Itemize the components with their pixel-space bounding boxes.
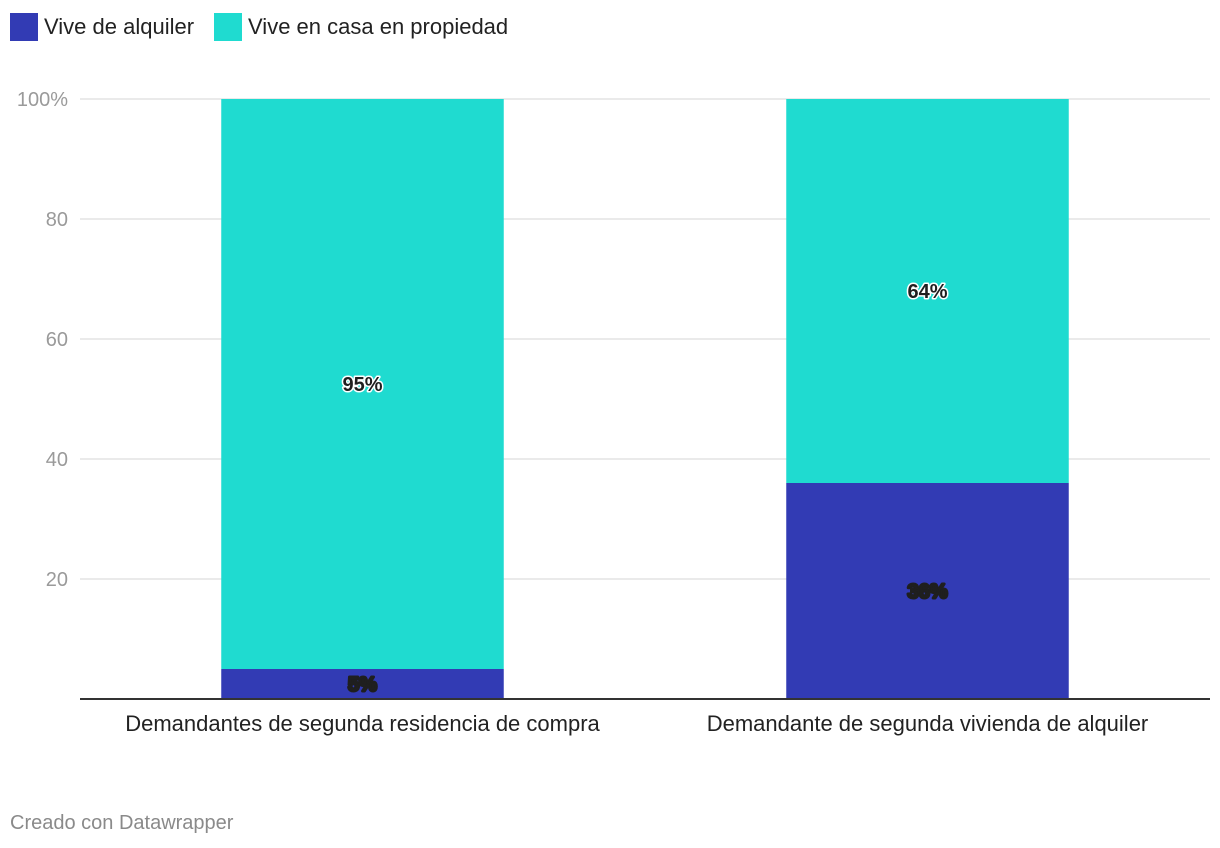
y-tick-label-60: 60 xyxy=(46,329,68,351)
legend-item-own: Vive en casa en propiedad xyxy=(214,13,508,41)
bar-0-1 xyxy=(786,483,1069,699)
category-label-1: Demandante de segunda vivienda de alquil… xyxy=(707,711,1149,736)
legend-label-rent: Vive de alquiler xyxy=(44,14,195,39)
category-label-0: Demandantes de segunda residencia de com… xyxy=(125,711,600,736)
y-tick-label-100: 100% xyxy=(17,89,68,111)
bar-1-1 xyxy=(786,99,1069,483)
data-label-1-1: 64% xyxy=(907,281,947,303)
y-tick-label-40: 40 xyxy=(46,449,68,471)
data-label-0-1: 36% xyxy=(907,581,947,603)
credit-text: Creado con Datawrapper xyxy=(10,812,234,834)
y-tick-label-20: 20 xyxy=(46,569,68,591)
bar-0-0 xyxy=(221,669,504,699)
legend: Vive de alquiler Vive en casa en propied… xyxy=(10,13,528,41)
legend-swatch-own xyxy=(214,13,243,41)
legend-item-rent: Vive de alquiler xyxy=(10,13,194,41)
legend-label-own: Vive en casa en propiedad xyxy=(248,14,509,39)
data-label-0-0: 5% xyxy=(348,674,377,696)
data-label-1-0: 95% xyxy=(342,374,382,396)
stacked-bar-chart: 20 40 60 80 100% 5% 95% Demandantes de segunda … xyxy=(17,89,1210,736)
y-tick-label-80: 80 xyxy=(46,209,68,231)
bar-1-0 xyxy=(221,99,504,669)
legend-swatch-rent xyxy=(10,13,38,41)
